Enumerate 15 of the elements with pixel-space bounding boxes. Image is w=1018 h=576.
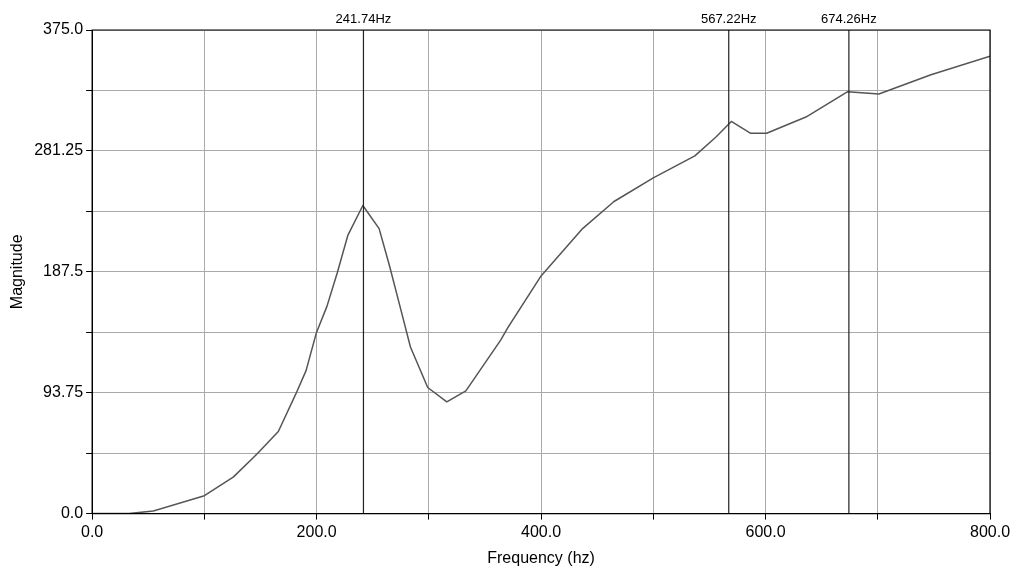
y-tick-label: 187.5 (43, 262, 84, 280)
x-tick-label: 800.0 (969, 522, 1011, 540)
y-axis-title: Magnitude (8, 234, 26, 310)
y-tick-label: 93.75 (43, 383, 84, 401)
y-tick-label: 375.0 (43, 20, 84, 38)
y-tick-label: 281.25 (34, 141, 84, 159)
ref-line-label: 241.74Hz (335, 11, 392, 27)
x-tick-label: 600.0 (745, 522, 786, 540)
x-tick-label: 200.0 (296, 522, 337, 540)
x-tick-label: 0.0 (81, 522, 104, 540)
x-tick-label: 400.0 (521, 522, 562, 540)
x-axis-title: Frequency (hz) (487, 548, 595, 566)
ref-line-label: 674.26Hz (821, 11, 877, 27)
y-tick-label: 0.0 (60, 504, 84, 522)
ref-line-label: 567.22Hz (700, 11, 757, 27)
